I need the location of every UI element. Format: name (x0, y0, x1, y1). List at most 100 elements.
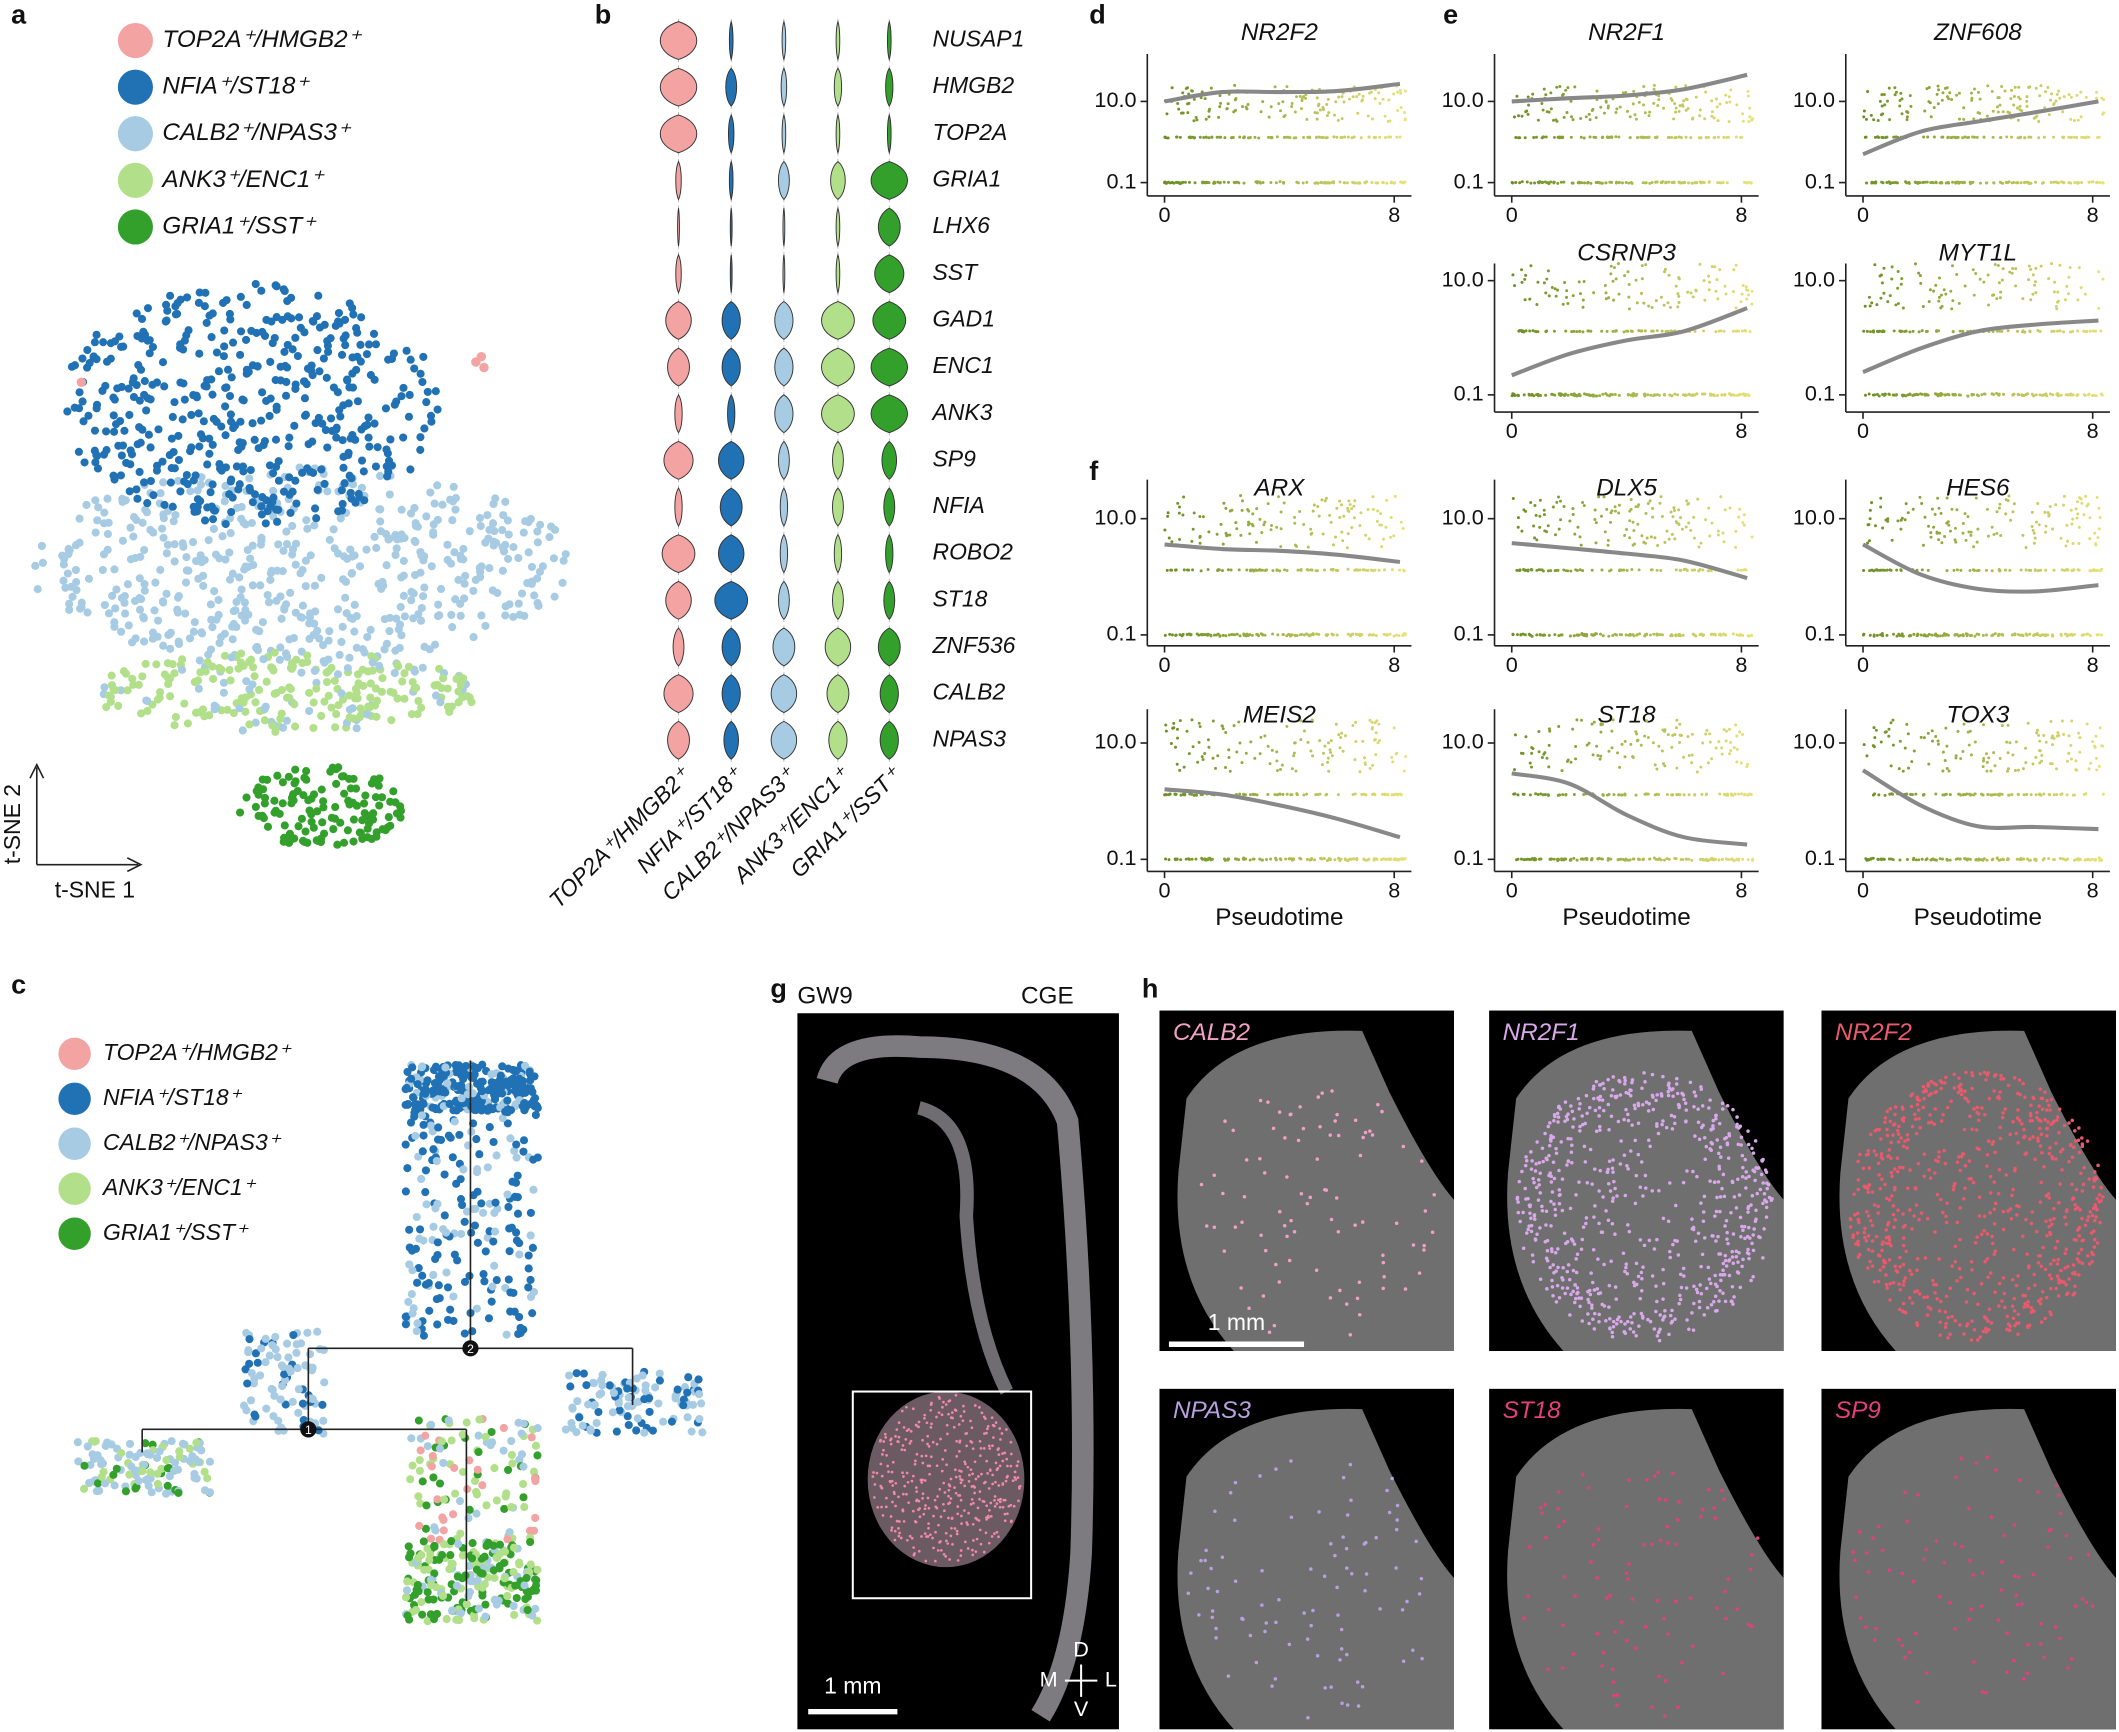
cell-dot (1367, 135, 1371, 139)
cell-dot (261, 519, 270, 528)
cell-dot (1888, 118, 1892, 122)
cell-dot (1643, 329, 1647, 333)
cell-dot (220, 629, 229, 638)
cell-dot (475, 563, 484, 572)
violin (886, 113, 892, 155)
cell-dot (1547, 294, 1551, 298)
cell-dot (1900, 329, 1904, 333)
cell-dot (310, 666, 319, 675)
cell-dot (427, 1462, 436, 1471)
cell-dot (174, 455, 183, 465)
cell-dot (197, 629, 207, 638)
cell-dot (2061, 135, 2065, 139)
cell-dot (138, 518, 147, 527)
cell-dot (291, 539, 301, 548)
cell-dot (1591, 107, 1595, 111)
cell-dot (1604, 99, 1608, 103)
cell-dot (444, 1315, 453, 1324)
cell-dot (124, 621, 133, 630)
cell-dot (1541, 569, 1545, 573)
violin (714, 580, 748, 620)
cell-dot (1315, 569, 1319, 573)
cell-dot (1380, 523, 1384, 527)
cell-dot (1358, 524, 1362, 528)
cell-dot (1924, 330, 1928, 334)
cell-dot (399, 433, 408, 442)
cell-dot (1648, 633, 1652, 637)
cell-dot (278, 778, 287, 787)
cell-dot (406, 465, 415, 474)
cell-dot (298, 658, 307, 668)
cell-dot (1550, 392, 1554, 396)
cell-dot (1747, 120, 1751, 124)
cell-dot (1610, 135, 1614, 139)
cell-dot (651, 1383, 660, 1392)
cell-dot (251, 279, 260, 289)
cell-dot (1873, 263, 1877, 267)
cell-dot (348, 353, 357, 362)
cell-dot (1222, 501, 1226, 505)
cell-dot (1378, 135, 1382, 139)
cell-dot (2009, 135, 2013, 139)
cell-dot (412, 1212, 421, 1222)
cell-dot (479, 362, 489, 373)
cell-dot (1888, 294, 1892, 298)
cell-dot (2000, 85, 2004, 89)
cell-dot (184, 326, 193, 335)
cell-dot (1997, 281, 2001, 285)
cell-dot (300, 773, 309, 782)
cell-dot (510, 1610, 519, 1620)
cell-dot (158, 524, 167, 533)
cell-dot (314, 291, 323, 300)
cell-dot (160, 382, 169, 391)
cell-dot (1319, 180, 1323, 184)
cell-dot (183, 719, 192, 728)
cell-dot (1241, 105, 1245, 109)
cell-dot (357, 483, 367, 492)
cell-dot (1647, 304, 1651, 308)
cell-dot (214, 367, 223, 376)
cell-dot (1274, 181, 1278, 185)
cell-dot (333, 605, 343, 614)
cell-dot (1674, 633, 1678, 637)
cell-dot (1879, 113, 1883, 117)
cell-dot (1174, 568, 1178, 572)
cell-dot (414, 1152, 423, 1161)
cell-dot (260, 331, 270, 340)
cell-dot (512, 1153, 521, 1162)
violin (660, 114, 698, 154)
cell-dot (1710, 265, 1714, 269)
cell-dot (483, 511, 492, 520)
cell-dot (222, 296, 231, 305)
cell-dot (2071, 329, 2075, 333)
cell-dot (412, 1327, 421, 1336)
cell-dot (2019, 181, 2023, 185)
violin (780, 67, 788, 108)
cell-dot (1389, 535, 1392, 539)
cell-dot (1527, 103, 1531, 107)
violin (877, 627, 901, 667)
cell-dot (508, 1177, 517, 1186)
cell-dot (1593, 518, 1597, 522)
cell-dot (1580, 181, 1584, 185)
cell-dot (2091, 329, 2095, 333)
cell-dot (267, 1384, 276, 1394)
cell-dot (684, 1373, 693, 1382)
cell-dot (92, 355, 101, 364)
cell-dot (203, 503, 212, 512)
cell-dot (1260, 531, 1264, 535)
cell-dot (1618, 633, 1622, 637)
cell-dot (2016, 136, 2020, 140)
cell-dot (1309, 527, 1313, 531)
cell-dot (1651, 329, 1655, 333)
cell-dot (514, 553, 523, 563)
cell-dot (353, 328, 362, 337)
cell-dot (1659, 295, 1663, 299)
cell-dot (1181, 91, 1185, 95)
cell-dot (385, 613, 394, 622)
cell-dot (1706, 569, 1710, 573)
cell-dot (2097, 135, 2101, 139)
cell-dot (1397, 634, 1401, 638)
cell-dot (1177, 511, 1181, 515)
cell-dot (1167, 536, 1171, 540)
